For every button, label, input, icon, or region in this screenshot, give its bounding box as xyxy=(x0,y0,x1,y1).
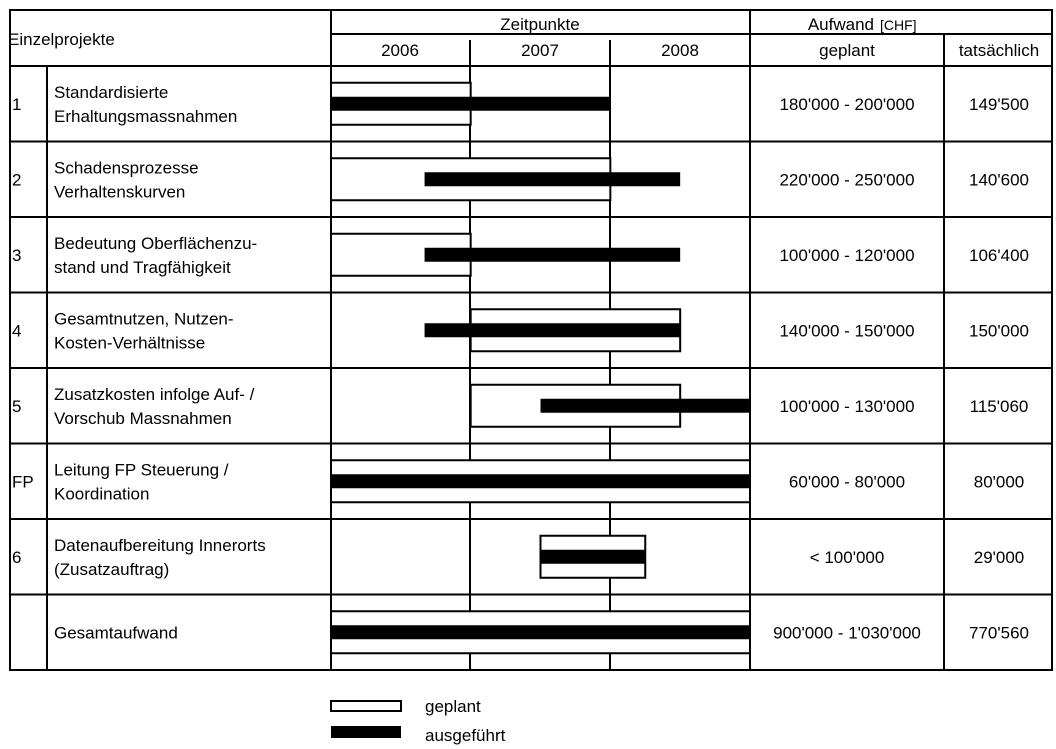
row-project-name: Verhaltenskurven xyxy=(54,182,185,201)
row-project-name: Erhaltungsmassnahmen xyxy=(54,107,237,126)
row-project-name: Schadensprozesse xyxy=(54,158,199,177)
row-cost-planned: 100'000 - 130'000 xyxy=(779,397,914,416)
row-cost-planned: 100'000 - 120'000 xyxy=(779,246,914,265)
row-id: 5 xyxy=(12,397,21,416)
header-timepoints: Zeitpunkte xyxy=(500,15,579,34)
header-cost-title: Aufwand xyxy=(808,15,874,34)
row-project-name: Gesamtnutzen, Nutzen- xyxy=(54,309,234,328)
header-cost-actual: tatsächlich xyxy=(959,41,1039,60)
header-year-2008: 2008 xyxy=(661,41,699,60)
row-project-name: Gesamtaufwand xyxy=(54,623,178,642)
actual-bar xyxy=(331,474,750,489)
header-year-2006: 2006 xyxy=(381,41,419,60)
actual-bar xyxy=(540,398,750,413)
header-cost-unit: [CHF] xyxy=(880,17,917,33)
header-projects: Einzelprojekte xyxy=(8,30,115,49)
row-id: 1 xyxy=(12,95,21,114)
actual-bar xyxy=(331,96,611,111)
row-project-name: (Zusatzauftrag) xyxy=(54,560,169,579)
row-project-name: Koordination xyxy=(54,484,149,503)
row-id: 3 xyxy=(12,246,21,265)
row-cost-planned: 900'000 - 1'030'000 xyxy=(773,623,921,642)
row-cost-actual: 106'400 xyxy=(969,246,1029,265)
legend-actual-label: ausgeführt xyxy=(425,726,506,745)
row-cost-actual: 80'000 xyxy=(974,472,1025,491)
row-project-name: stand und Tragfähigkeit xyxy=(54,258,231,277)
row-cost-actual: 149'500 xyxy=(969,95,1029,114)
row-cost-actual: 29'000 xyxy=(974,548,1025,567)
row-project-name: Datenaufbereitung Innerorts xyxy=(54,536,266,555)
row-cost-planned: 220'000 - 250'000 xyxy=(779,170,914,189)
header-year-2007: 2007 xyxy=(521,41,559,60)
bars xyxy=(330,81,751,655)
planned-bar xyxy=(330,232,472,277)
row-labels: 1 Standardisierte Erhaltungsmassnahmen 180'… xyxy=(12,83,1029,643)
header-cost-planned: geplant xyxy=(819,41,875,60)
row-cost-planned: 180'000 - 200'000 xyxy=(779,95,914,114)
row-id: 6 xyxy=(12,548,21,567)
row-project-name: Kosten-Verhältnisse xyxy=(54,333,205,352)
row-cost-actual: 115'060 xyxy=(970,397,1029,416)
row-id: FP xyxy=(12,472,34,491)
row-cost-planned: 140'000 - 150'000 xyxy=(779,321,914,340)
actual-bar xyxy=(540,549,646,564)
row-cost-planned: 60'000 - 80'000 xyxy=(789,472,905,491)
row-cost-actual: 140'600 xyxy=(969,170,1029,189)
actual-bar xyxy=(424,247,681,262)
row-id: 2 xyxy=(12,170,21,189)
actual-bar xyxy=(331,625,750,640)
legend-actual-swatch xyxy=(331,726,401,738)
row-cost-actual: 150'000 xyxy=(969,321,1029,340)
row-project-name: Standardisierte xyxy=(54,83,168,102)
actual-bar xyxy=(424,172,681,187)
row-project-name: Leitung FP Steuerung / xyxy=(54,460,229,479)
row-project-name: Bedeutung Oberflächenzu- xyxy=(54,234,257,253)
row-project-name: Vorschub Massnahmen xyxy=(54,409,232,428)
row-id: 4 xyxy=(12,321,21,340)
legend-planned-swatch xyxy=(330,700,402,712)
actual-bar xyxy=(424,323,681,338)
row-project-name: Zusatzkosten infolge Auf- / xyxy=(54,385,255,404)
row-cost-planned: < 100'000 xyxy=(810,548,885,567)
row-cost-actual: 770'560 xyxy=(969,623,1029,642)
legend-planned-label: geplant xyxy=(425,697,481,716)
table-border xyxy=(9,9,1053,671)
